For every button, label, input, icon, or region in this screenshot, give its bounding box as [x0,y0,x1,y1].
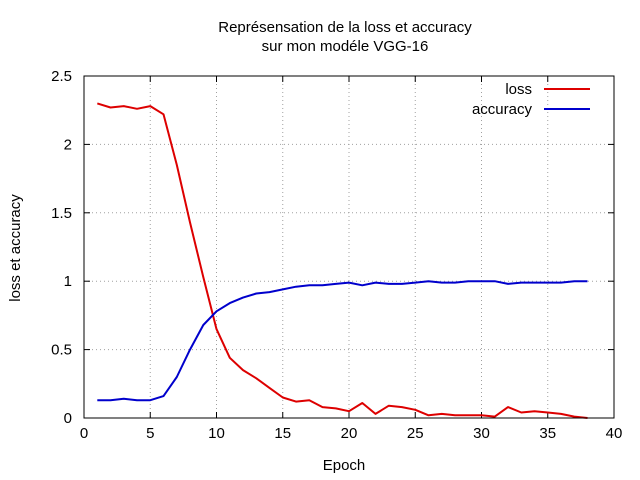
x-tick-label: 5 [146,425,154,442]
axis-ticks [83,75,615,419]
x-axis-label: Epoch [323,457,366,474]
x-tick-label: 10 [208,425,225,442]
y-tick-label: 0.5 [51,342,72,359]
y-tick-label: 1 [64,273,72,290]
grid-lines [84,76,614,418]
x-tick-label: 35 [539,425,556,442]
chart-title-line2: sur mon modéle VGG-16 [262,38,429,55]
chart-title-line1: Représensation de la loss et accuracy [218,19,472,36]
legend-label-accuracy: accuracy [472,101,533,118]
x-tick-label: 30 [473,425,490,442]
series-line-loss [97,102,588,419]
legend: loss accuracy [472,81,590,118]
y-tick-label: 2.5 [51,68,72,85]
x-tick-label: 40 [606,425,623,442]
x-tick-label: 20 [341,425,358,442]
x-tick-label: 25 [407,425,424,442]
y-tick-label: 0 [64,410,72,427]
y-axis-label: loss et accuracy [7,194,24,302]
series-lines [97,102,588,419]
plot-frame [83,75,615,419]
x-tick-label: 0 [80,425,88,442]
legend-label-loss: loss [505,81,532,98]
series-line-accuracy [97,280,588,402]
x-tick-label: 15 [274,425,291,442]
y-tick-label: 1.5 [51,205,72,222]
y-tick-label: 2 [64,136,72,153]
tick-labels: 0 5 10 15 20 25 30 35 40 0 0.5 1 1.5 2 2.5 [51,68,622,442]
